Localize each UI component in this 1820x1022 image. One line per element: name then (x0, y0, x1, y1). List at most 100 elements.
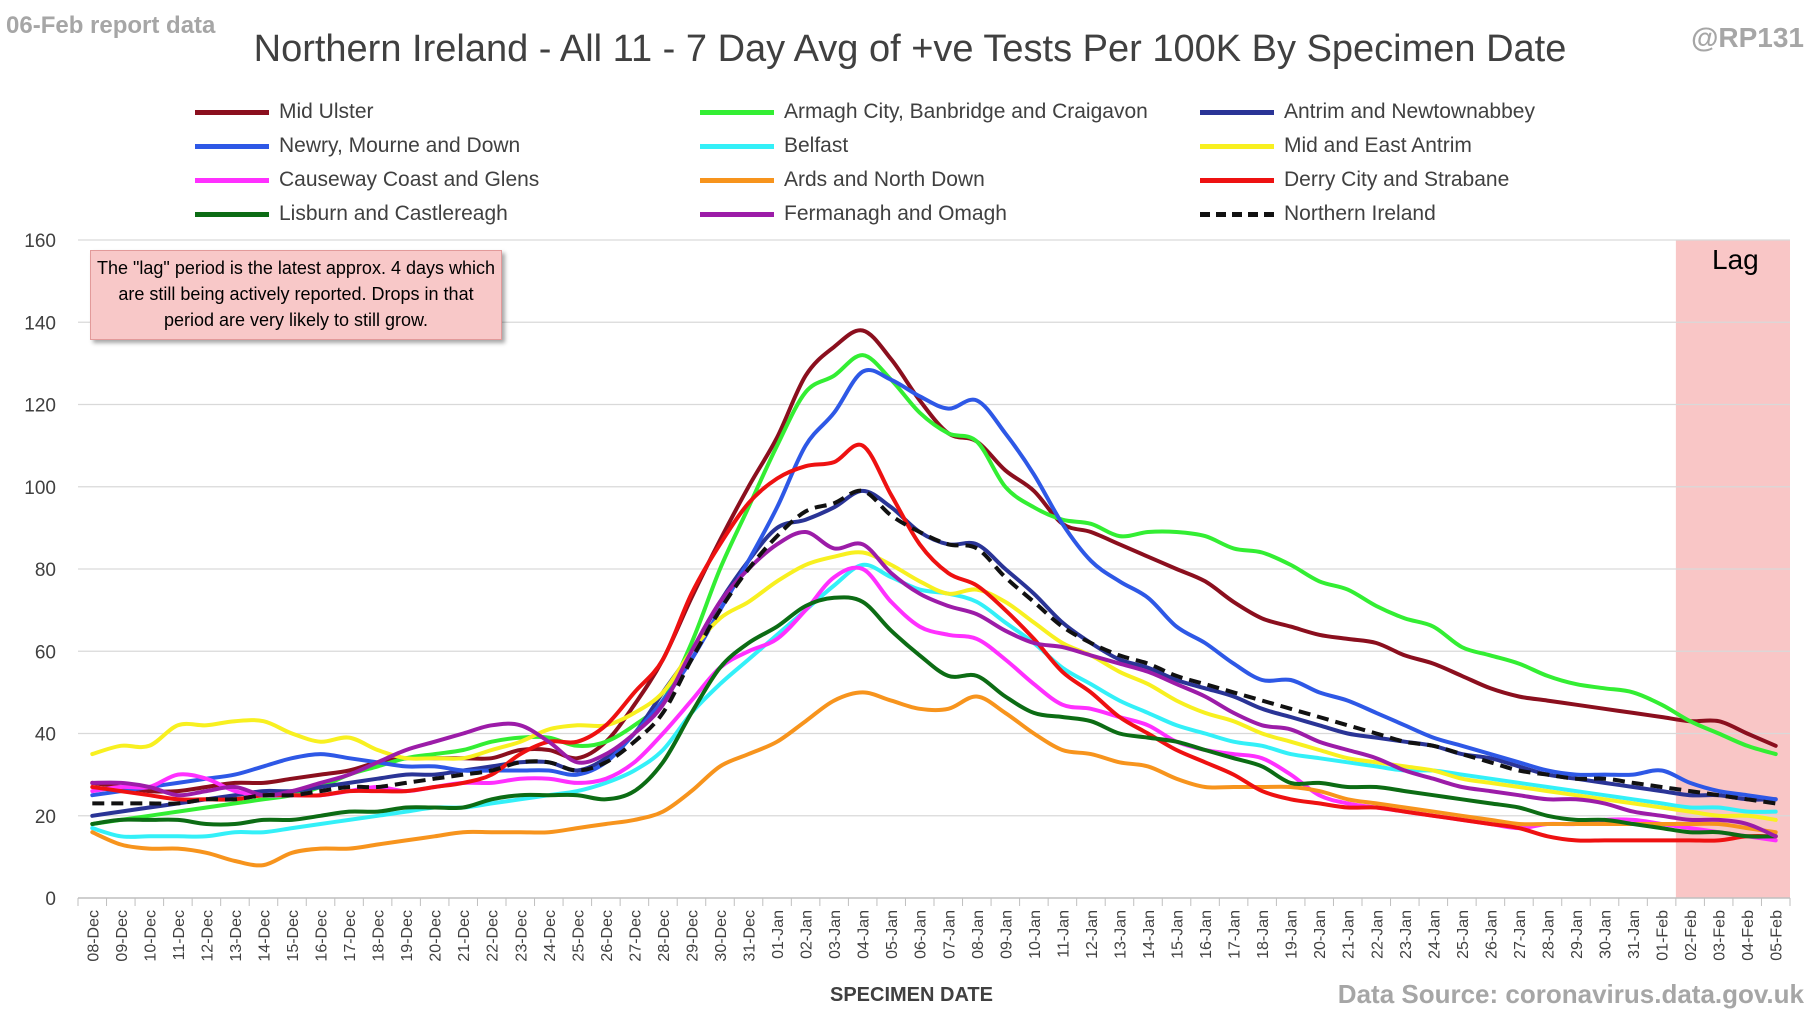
legend-item: Armagh City, Banbridge and Craigavon (700, 95, 1148, 129)
x-tick-label: 09-Dec (114, 910, 131, 962)
x-tick-label: 24-Dec (542, 910, 559, 962)
x-tick-label: 09-Jan (998, 910, 1015, 959)
legend-label: Causeway Coast and Glens (279, 168, 540, 191)
x-tick-label: 28-Dec (656, 910, 673, 962)
legend-label: Antrim and Newtownabbey (1284, 100, 1535, 123)
x-axis-title: SPECIMEN DATE (830, 984, 993, 1006)
legend-label: Derry City and Strabane (1284, 168, 1510, 191)
legend-item: Mid Ulster (195, 95, 374, 129)
x-tick-label: 12-Dec (199, 910, 216, 962)
chart-title: Northern Ireland - All 11 - 7 Day Avg of… (253, 28, 1567, 70)
y-tick-label: 120 (24, 396, 56, 417)
x-tick-label: 25-Dec (570, 910, 587, 962)
series-line-belfast (90, 562, 1778, 839)
series-line-northern-ireland (92, 488, 1776, 806)
x-tick-label: 27-Jan (1512, 910, 1529, 959)
x-tick-label: 23-Dec (513, 910, 530, 962)
legend-swatch (195, 177, 269, 183)
x-tick-label: 21-Jan (1341, 910, 1358, 959)
x-tick-label: 23-Jan (1398, 910, 1415, 959)
legend-label: Mid and East Antrim (1284, 134, 1472, 157)
legend-swatch (1200, 143, 1274, 149)
x-tick-label: 22-Dec (485, 910, 502, 962)
legend-item: Belfast (700, 129, 848, 163)
y-tick-label: 60 (35, 642, 56, 663)
x-tick-label: 30-Dec (713, 910, 730, 962)
series-line-newry-mourne-and-down (90, 367, 1778, 802)
author-handle: @RP131 (1691, 22, 1804, 53)
series-line-fermanagh-and-omagh (90, 529, 1778, 839)
legend-item: Antrim and Newtownabbey (1200, 95, 1535, 129)
lag-region-label: Lag (1712, 244, 1759, 275)
x-tick-label: 17-Dec (342, 910, 359, 962)
x-tick-label: 27-Dec (627, 910, 644, 962)
y-tick-label: 100 (24, 478, 56, 499)
x-tick-label: 08-Jan (970, 910, 987, 959)
legend-swatch (700, 109, 774, 115)
x-tick-label: 30-Jan (1598, 910, 1615, 959)
legend-label: Northern Ireland (1284, 202, 1436, 225)
y-tick-label: 0 (45, 889, 56, 910)
legend-item: Mid and East Antrim (1200, 129, 1472, 163)
series-line-derry-city-and-strabane (90, 442, 1778, 843)
y-tick-label: 160 (24, 231, 56, 252)
legend-label: Lisburn and Castlereagh (279, 202, 508, 225)
x-tick-label: 26-Dec (599, 910, 616, 962)
x-tick-label: 18-Jan (1255, 910, 1272, 959)
legend-swatch (1200, 177, 1274, 183)
x-tick-label: 21-Dec (456, 910, 473, 962)
legend-label: Belfast (784, 134, 849, 157)
legend-item: Causeway Coast and Glens (195, 163, 539, 197)
legend-item: Fermanagh and Omagh (700, 197, 1007, 231)
x-tick-label: 20-Dec (428, 910, 445, 962)
x-tick-label: 28-Jan (1540, 910, 1557, 959)
legend-swatch (195, 109, 269, 115)
x-tick-label: 31-Dec (742, 910, 759, 962)
y-tick-label: 20 (35, 807, 56, 828)
x-tick-label: 17-Jan (1227, 910, 1244, 959)
x-tick-label: 13-Jan (1112, 910, 1129, 959)
series-line-armagh-city-banbridge-and-craigavon (90, 353, 1778, 826)
x-tick-label: 22-Jan (1369, 910, 1386, 959)
legend-item: Ards and North Down (700, 163, 985, 197)
x-tick-label: 14-Dec (256, 910, 273, 962)
x-tick-label: 10-Dec (142, 910, 159, 962)
x-tick-label: 15-Dec (285, 910, 302, 962)
x-tick-label: 05-Jan (884, 910, 901, 959)
x-tick-label: 16-Dec (314, 910, 331, 962)
x-tick-label: 18-Dec (371, 910, 388, 962)
y-tick-label: 140 (24, 313, 56, 334)
x-tick-label: 31-Jan (1626, 910, 1643, 959)
x-tick-label: 04-Jan (856, 910, 873, 959)
x-tick-label: 05-Feb (1769, 910, 1786, 961)
legend-label: Newry, Mourne and Down (279, 134, 521, 157)
lag-note-box: The "lag" period is the latest approx. 4… (90, 250, 502, 340)
x-tick-label: 13-Dec (228, 910, 245, 962)
x-tick-label: 03-Feb (1712, 910, 1729, 961)
x-tick-label: 11-Dec (171, 910, 188, 960)
chart-legend: Mid Ulster Armagh City, Banbridge and Cra… (195, 95, 1595, 235)
x-tick-label: 02-Jan (799, 910, 816, 959)
x-tick-label: 01-Jan (770, 910, 787, 959)
x-tick-label: 10-Jan (1027, 910, 1044, 959)
x-tick-label: 04-Feb (1740, 910, 1757, 961)
report-date-label: 06-Feb report data (6, 12, 216, 39)
data-source-note: Data Source: coronavirus.data.gov.uk (1337, 979, 1804, 1009)
x-tick-label: 15-Jan (1170, 910, 1187, 959)
x-tick-label: 19-Dec (399, 910, 416, 962)
x-tick-label: 19-Jan (1284, 910, 1301, 959)
legend-swatch (700, 143, 774, 149)
legend-item: Lisburn and Castlereagh (195, 197, 508, 231)
legend-label: Armagh City, Banbridge and Craigavon (784, 100, 1148, 123)
legend-label: Fermanagh and Omagh (784, 202, 1007, 225)
series-line-mid-and-east-antrim (90, 550, 1778, 822)
x-tick-label: 01-Feb (1655, 910, 1672, 961)
x-tick-label: 03-Jan (827, 910, 844, 959)
x-tick-label: 06-Jan (913, 910, 930, 959)
legend-swatch (700, 211, 774, 217)
x-tick-label: 24-Jan (1426, 910, 1443, 959)
x-tick-label: 20-Jan (1312, 910, 1329, 959)
series-line-lisburn-and-castlereagh (90, 595, 1778, 839)
legend-swatch (195, 211, 269, 217)
